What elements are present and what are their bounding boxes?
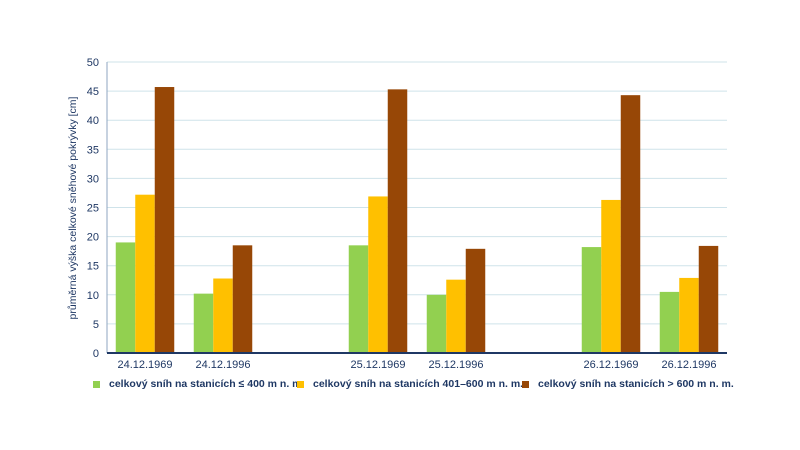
legend-label-low: celkový sníh na stanicích ≤ 400 m n. m. [109, 378, 305, 390]
y-tick-label-20: 20 [87, 232, 99, 244]
bar-3-series-2 [465, 248, 486, 353]
legend-item-mid: celkový sníh na stanicích 401–600 m n. m… [297, 378, 523, 390]
legend-item-high: celkový sníh na stanicích > 600 m n. m. [522, 378, 734, 390]
bar-5-series-1 [679, 277, 699, 353]
y-tick-label-10: 10 [87, 290, 99, 302]
x-tick-label-3: 25.12.1996 [428, 359, 483, 371]
legend-label-mid: celkový sníh na stanicích 401–600 m n. m… [313, 378, 524, 390]
y-tick-label-25: 25 [87, 203, 99, 215]
bar-2-series-0 [348, 245, 369, 353]
bar-2-series-1 [368, 196, 388, 353]
bar-4-series-0 [581, 247, 602, 353]
legend-swatch-mid [297, 380, 304, 388]
bar-1-series-0 [193, 293, 214, 353]
y-axis-label: průměrná výška celkové sněhové pokrývky … [67, 96, 79, 319]
x-tick-labels: 24.12.1969 24.12.1996 25.12.1969 25.12.1996… [117, 359, 716, 371]
y-tick-label-30: 30 [87, 173, 99, 185]
bar-4-series-2 [620, 95, 641, 353]
y-tick-label-40: 40 [87, 115, 99, 127]
x-tick-label-2: 25.12.1969 [350, 359, 405, 371]
x-tick-label-4: 26.12.1969 [583, 359, 638, 371]
legend-swatch-high [522, 380, 529, 388]
bars [115, 87, 719, 353]
x-tick-label-0: 24.12.1969 [117, 359, 172, 371]
y-tick-label-0: 0 [93, 348, 99, 360]
bar-4-series-1 [601, 199, 621, 353]
bar-5-series-0 [659, 291, 680, 353]
y-tick-label-50: 50 [87, 57, 99, 69]
bar-1-series-1 [213, 278, 233, 353]
bar-0-series-0 [115, 242, 136, 353]
x-tick-label-1: 24.12.1996 [195, 359, 250, 371]
bar-3-series-0 [426, 294, 447, 353]
y-tick-label-35: 35 [87, 144, 99, 156]
legend-label-high: celkový sníh na stanicích > 600 m n. m. [538, 378, 734, 390]
bar-5-series-2 [698, 245, 719, 353]
y-tick-label-15: 15 [87, 261, 99, 273]
y-tick-label-45: 45 [87, 86, 99, 98]
bar-0-series-1 [135, 194, 155, 353]
legend-item-low: celkový sníh na stanicích ≤ 400 m n. m. [93, 378, 304, 390]
bar-0-series-2 [154, 87, 175, 353]
x-tick-label-5: 26.12.1996 [661, 359, 716, 371]
bar-1-series-2 [232, 245, 253, 353]
y-tick-labels: 0 5 10 15 20 25 30 35 40 45 50 [87, 57, 99, 360]
axes [106, 62, 727, 354]
y-tick-label-5: 5 [93, 319, 99, 331]
legend: celkový sníh na stanicích ≤ 400 m n. m. … [0, 378, 800, 394]
legend-swatch-low [93, 380, 100, 388]
bar-2-series-2 [387, 89, 408, 353]
bar-3-series-1 [446, 279, 466, 353]
